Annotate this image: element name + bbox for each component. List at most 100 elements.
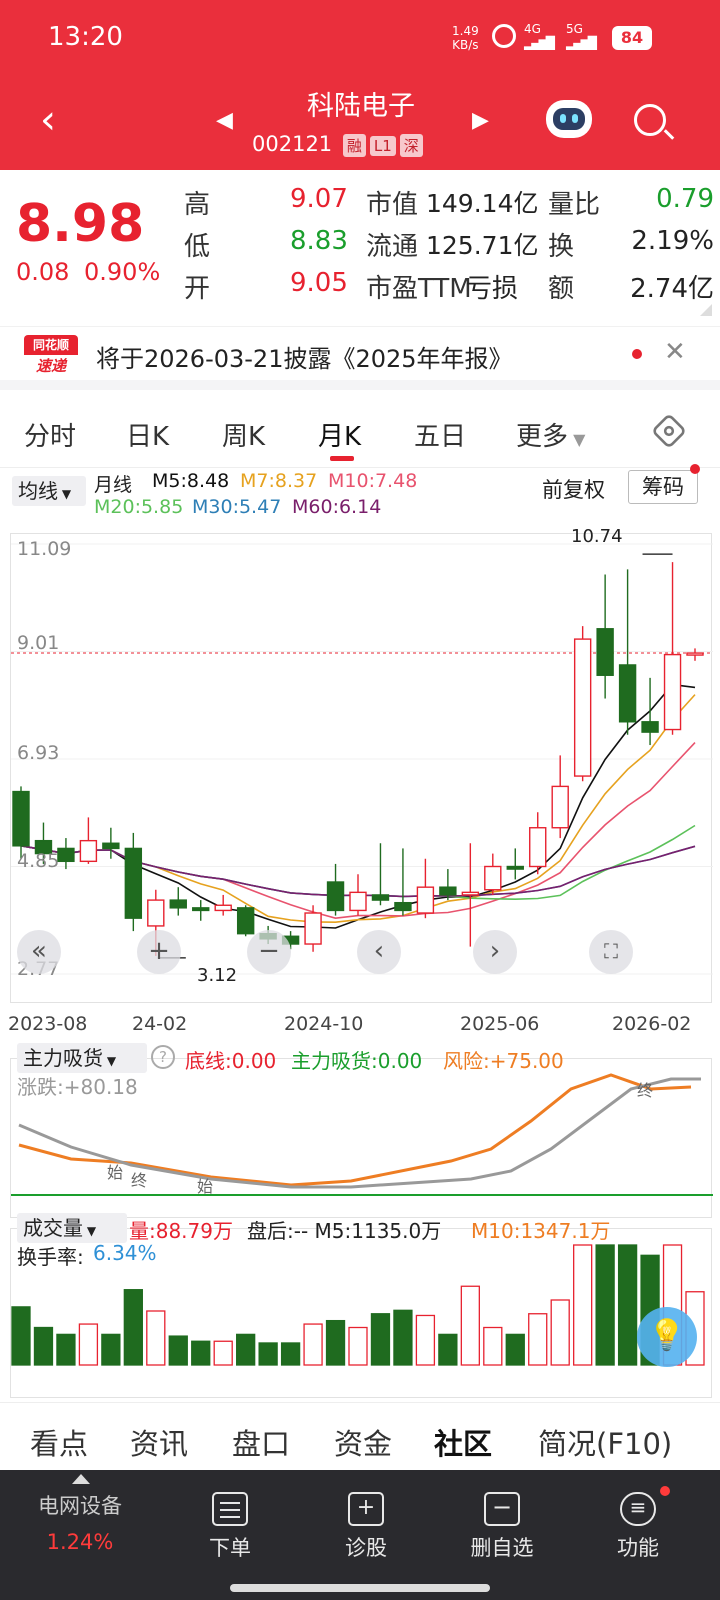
candle-body [551,785,569,829]
tab-intraday[interactable]: 分时 [24,422,77,452]
tab-news[interactable]: 资讯 [130,1427,189,1461]
close-icon[interactable]: ✕ [664,337,686,367]
candle-body [439,886,457,896]
ma30-value: M30:5.47 [192,496,282,518]
expand-corner-icon[interactable] [700,304,712,316]
y-tick: 9.01 [17,632,60,654]
sub1-selector[interactable]: 主力吸货 ▼ [17,1043,147,1073]
label-low: 低 [184,232,211,262]
gesture-bar [230,1584,490,1592]
sub1-change: 涨跌:+80.18 [17,1075,138,1099]
change-line [18,1077,701,1189]
volume-bar [213,1340,233,1366]
clock: 13:20 [48,22,123,52]
candle-body [102,842,120,850]
expand-up-icon[interactable] [72,1474,90,1484]
net-speed: 1.49 KB/s [452,24,479,52]
low-marker-label: 3.12 [197,965,238,986]
candle-body [663,653,682,731]
tab-highlights[interactable]: 看点 [30,1427,89,1461]
tab-daily-k[interactable]: 日K [126,422,170,452]
candle-body [12,790,30,847]
notice-bar[interactable]: 同花顺 速递 将于2026-03-21披露《2025年年报》 ✕ [0,326,720,390]
prev-stock-icon[interactable]: ◀ [216,108,233,133]
chips-button[interactable]: 筹码 [628,470,698,504]
status-bar: 13:20 1.49 KB/s 4G ▂▄▆█ 5G ▂▄▆█ 84 [0,0,720,78]
candle-body [394,901,412,912]
medkit-icon: + [348,1492,384,1526]
label-amount: 额 [548,274,575,304]
tab-community[interactable]: 社区 [434,1427,493,1461]
quote-row: 高 9.07 市值 149.14亿 量比 0.79 [184,184,714,224]
volume-bar [11,1306,31,1366]
volume-bar [415,1314,436,1366]
scroll-left-icon[interactable]: ‹ [357,930,401,974]
kline-chart[interactable]: 11.09 9.01 6.93 4.85 2.77 10.74 3.12 « +… [10,526,713,1003]
candle-body [506,865,524,870]
indicator-chart-main-force[interactable]: 主力吸货 ▼ ? 底线:0.00 主力吸货:0.00 风险:+75.00 涨跌:… [10,1043,713,1218]
tag-market: 深 [399,134,423,157]
tab-monthly-k[interactable]: 月K [318,422,362,452]
next-stock-icon[interactable]: ▶ [472,108,489,133]
ma7-value: M7:8.37 [240,470,318,492]
volume-bar [146,1310,166,1366]
candle-body [124,847,143,919]
tab-handicap[interactable]: 盘口 [232,1427,291,1461]
volume-bar [236,1333,256,1366]
zoom-out-icon[interactable]: « [17,930,61,974]
zoom-minus-icon[interactable]: − [247,930,291,974]
tab-funds[interactable]: 资金 [334,1427,393,1461]
signal-5g-icon: 5G ▂▄▆█ [566,22,597,50]
zoom-in-icon[interactable]: + [137,930,181,974]
battery-icon: 84 [612,26,652,50]
nav-diagnose[interactable]: + 诊股 [306,1492,426,1562]
nav-remove-watch[interactable]: − 删自选 [470,1492,534,1560]
scroll-right-icon[interactable]: › [473,930,517,974]
tab-f10[interactable]: 简况(F10) [538,1427,673,1461]
chevron-down-icon: ▼ [83,1224,97,1238]
volume-bar [56,1333,76,1366]
x-tick: 2026-02 [612,1013,692,1035]
search-icon[interactable] [634,104,675,140]
sub1-risk: 风险:+75.00 [443,1049,564,1073]
volume-bar [393,1309,413,1366]
candle-body [461,891,480,896]
indicator-chart-volume[interactable]: 成交量 ▼ 量:88.79万 盘后:-- M5:1135.0万 M10:1347… [10,1213,712,1398]
ma5-value: M5:8.48 [152,470,230,492]
fullscreen-icon[interactable]: ⛶ [589,930,633,974]
document-icon [212,1492,248,1526]
sub2-selector[interactable]: 成交量 ▼ [17,1213,127,1243]
y-tick: 4.85 [17,850,60,872]
volume-bar [573,1244,593,1366]
volume-bar [505,1333,525,1366]
sub2-turnover-value: 6.34% [93,1241,157,1265]
candle-body [573,638,592,777]
candle-body [147,899,165,927]
volume-bar [348,1326,368,1366]
ma10-value: M10:7.48 [328,470,418,492]
sector-name[interactable]: 电网设备 [38,1494,122,1518]
indicator-selector[interactable]: 均线 ▼ [12,476,86,506]
price-adjust-toggle[interactable]: 前复权 [542,478,605,502]
nav-functions[interactable]: ≡ 功能 [578,1492,698,1562]
volume-bar [325,1319,346,1366]
sub2-post-m5: 盘后:-- M5:1135.0万 [247,1219,442,1243]
robot-assistant-icon[interactable] [546,100,592,138]
help-icon[interactable]: ? [151,1045,175,1069]
sub1-baseline: 底线:0.00 [185,1049,277,1073]
last-price: 8.98 [16,194,145,254]
tab-weekly-k[interactable]: 周K [222,422,266,452]
info-tabs: 看点 资讯 盘口 资金 社区 简况(F10) [0,1402,720,1470]
settings-hex-icon[interactable] [650,412,688,450]
ma-legend: 均线 ▼ 月线 M5:8.48 M7:8.37 M10:7.48 M20:5.8… [0,464,720,532]
back-icon[interactable]: ‹ [40,97,56,143]
tab-more[interactable]: 更多 ▼ [516,422,586,452]
candle-body [169,899,187,909]
value-high: 9.07 [290,184,348,214]
notice-text: 将于2026-03-21披露《2025年年报》 [96,345,513,373]
nav-order[interactable]: 下单 [170,1492,290,1562]
lightbulb-icon[interactable]: 💡 [637,1307,697,1367]
label-float: 流通 [366,232,419,262]
price-change: 0.08 [16,258,70,286]
tab-five-day[interactable]: 五日 [414,422,467,452]
